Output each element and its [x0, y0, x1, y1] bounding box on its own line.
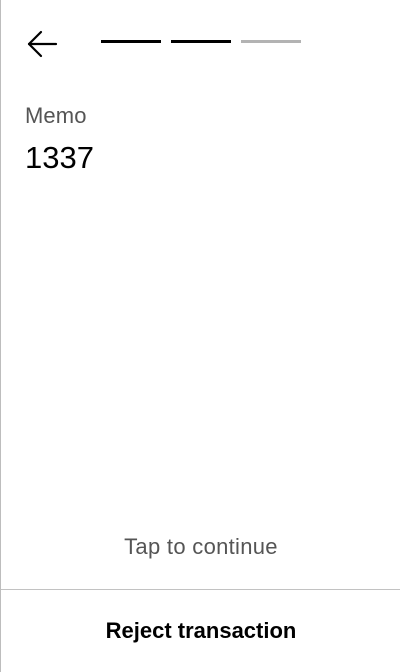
tap-to-continue-prompt[interactable]: Tap to continue: [1, 534, 400, 560]
memo-label: Memo: [25, 103, 87, 129]
progress-step-1-complete: [101, 40, 161, 43]
progress-step-3-pending: [241, 40, 301, 43]
memo-value: 1337: [25, 140, 94, 176]
back-button[interactable]: [19, 26, 63, 62]
reject-transaction-button[interactable]: Reject transaction: [1, 590, 400, 672]
progress-step-2-complete: [171, 40, 231, 43]
arrow-left-icon: [24, 30, 58, 58]
step-progress-indicator: [101, 40, 301, 44]
